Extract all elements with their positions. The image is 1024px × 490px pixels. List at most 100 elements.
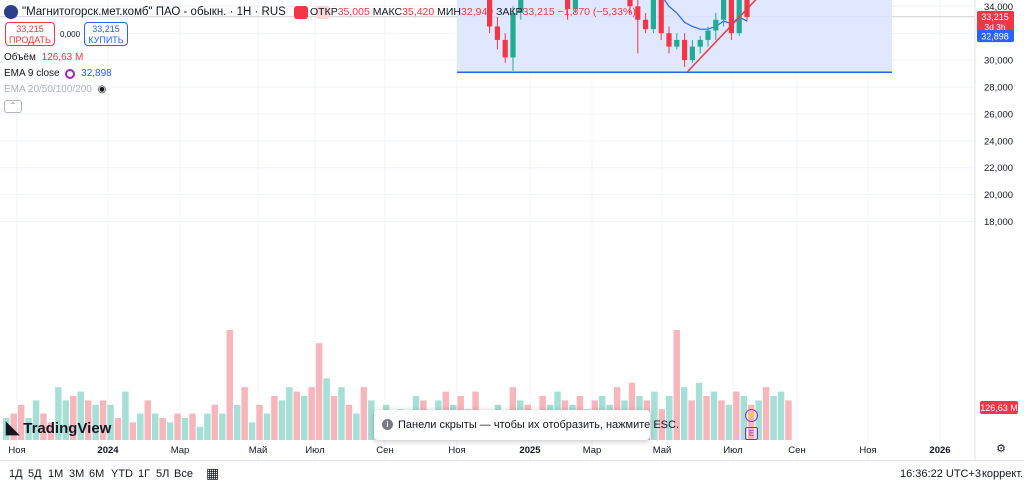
volume-bar [733, 391, 740, 440]
clock-time[interactable]: 16:36:22 UTC+3 [900, 468, 982, 480]
events-icon[interactable]: E [745, 427, 758, 440]
candle-body [658, 0, 664, 34]
projection-arrow [686, 0, 757, 73]
buy-button[interactable]: 33,215 КУПИТЬ [84, 22, 128, 46]
volume-bar [323, 378, 330, 440]
candle-body [705, 30, 711, 40]
ema-settings-icon[interactable] [65, 69, 76, 79]
volume-label: Объём [4, 52, 36, 63]
volume-bar [688, 400, 695, 440]
volume-bar [17, 404, 25, 440]
ema-multi-label: EMA 20/50/100/200 [4, 84, 92, 95]
candle-body [728, 0, 734, 34]
candle-body [643, 19, 649, 30]
candle-body [494, 26, 500, 40]
ema-price-tag [977, 30, 1014, 43]
x-tick-label: 2026 [929, 445, 950, 456]
volume-bar [159, 418, 166, 440]
volume-bar [211, 404, 219, 440]
volume-bar [762, 387, 770, 440]
x-tick-label: Мар [171, 445, 190, 456]
volume-bar [353, 413, 360, 440]
symbol-title[interactable]: "Магнитогорск.мет.комб" ПАО - обыкн. · 1… [22, 6, 286, 18]
calendar-icon[interactable]: ▦ [206, 465, 220, 481]
bottom-toolbar: 1Д 5Д 1М 3М 6М YTD 1Г 5Л Все ▦ 16:36:22 … [0, 460, 1024, 490]
candle-body [697, 39, 703, 47]
ema9-indicator[interactable]: EMA 9 close 32,898 [4, 68, 112, 79]
x-tick-label: 2024 [97, 445, 119, 456]
volume-bar [40, 413, 47, 440]
x-tick-label: Ноя [859, 445, 876, 456]
volume-bar [725, 404, 733, 440]
timeframe-1d[interactable]: 1Д [9, 468, 23, 480]
volume-bar [219, 413, 226, 440]
volume-bar [122, 391, 129, 440]
y-tick-label: 30,000 [984, 56, 1013, 67]
range-rectangle [457, 0, 892, 73]
volume-bar [710, 391, 718, 440]
y-tick-label: 20,000 [984, 190, 1013, 201]
countdown-label: 3d 3h [984, 22, 1006, 32]
volume-bar [114, 418, 122, 440]
volume-indicator[interactable]: Объём 126,63 M [4, 52, 83, 63]
timeframe-5d[interactable]: 5Д [28, 468, 42, 480]
candle-body [689, 46, 695, 61]
adjust-button[interactable]: коррект. [982, 468, 1024, 480]
timeframe-1y[interactable]: 1Г [138, 468, 151, 480]
lightning-icon[interactable]: ⚡ [745, 409, 758, 422]
tv-logo-icon: ◣ [6, 418, 20, 437]
timeframe-1m[interactable]: 1М [48, 468, 64, 480]
x-tick-label: Май [249, 445, 268, 456]
y-tick-label: 26,000 [984, 109, 1013, 120]
timeframe-ytd[interactable]: YTD [111, 468, 133, 480]
volume-bar [695, 382, 703, 440]
volume-bar [770, 396, 777, 440]
status-pill-icon[interactable] [293, 5, 308, 19]
info-icon: i [382, 419, 393, 430]
ema-multi-indicator[interactable]: EMA 20/50/100/200 ◉ [4, 84, 106, 95]
candle-body [518, 0, 524, 14]
volume-bar [666, 396, 673, 440]
sell-label: ПРОДАТЬ [9, 35, 51, 45]
volume-bar [241, 387, 248, 440]
collapse-legend-button[interactable]: ⌃ [4, 100, 22, 113]
last-price-label: 33,215 [981, 12, 1009, 22]
symbol-title-row[interactable]: "Магнитогорск.мет.комб" ПАО - обыкн. · 1… [4, 5, 330, 19]
sell-button[interactable]: 33,215 ПРОДАТЬ [5, 22, 55, 46]
volume-bar [107, 404, 114, 440]
eye-hidden-icon[interactable]: ◉ [97, 84, 107, 95]
ema-price-label: 32,898 [981, 32, 1009, 42]
x-tick-label: Сен [376, 445, 393, 456]
candle-body [510, 13, 516, 58]
x-tick-label: Май [653, 445, 672, 456]
timeframe-5y[interactable]: 5Л [156, 468, 170, 480]
market-pill-icon[interactable] [315, 5, 330, 19]
y-tick-label: 24,000 [984, 136, 1013, 147]
y-tick-label: 28,000 [984, 83, 1013, 94]
panels-hidden-toast: i Панели скрыты — чтобы их отобразить, н… [374, 410, 679, 440]
timeframe-6m[interactable]: 6М [89, 468, 105, 480]
ema9-value: 32,898 [81, 68, 112, 79]
timeframe-all[interactable]: Все [174, 468, 193, 480]
volume-bar [137, 413, 144, 440]
price-axis [975, 0, 1024, 460]
volume-bar [129, 422, 137, 440]
open-label: ОТКР [310, 6, 338, 18]
buy-price: 33,215 [92, 24, 120, 34]
volume-bar [226, 330, 233, 440]
volume-bar [92, 404, 99, 440]
volume-bar [785, 400, 792, 440]
volume-bar [673, 330, 680, 440]
x-tick-label: 2025 [519, 445, 541, 456]
y-tick-label: 18,000 [984, 217, 1013, 228]
candle-body [713, 19, 719, 31]
volume-bar [256, 404, 263, 440]
volume-bar [263, 413, 271, 440]
timeframe-3m[interactable]: 3М [69, 468, 85, 480]
volume-bar [204, 413, 211, 440]
volume-bar [181, 418, 189, 440]
volume-bar [189, 413, 196, 440]
close-value: 33,215 [522, 6, 555, 18]
volume-tag-label: 126,63 M [980, 403, 1018, 413]
